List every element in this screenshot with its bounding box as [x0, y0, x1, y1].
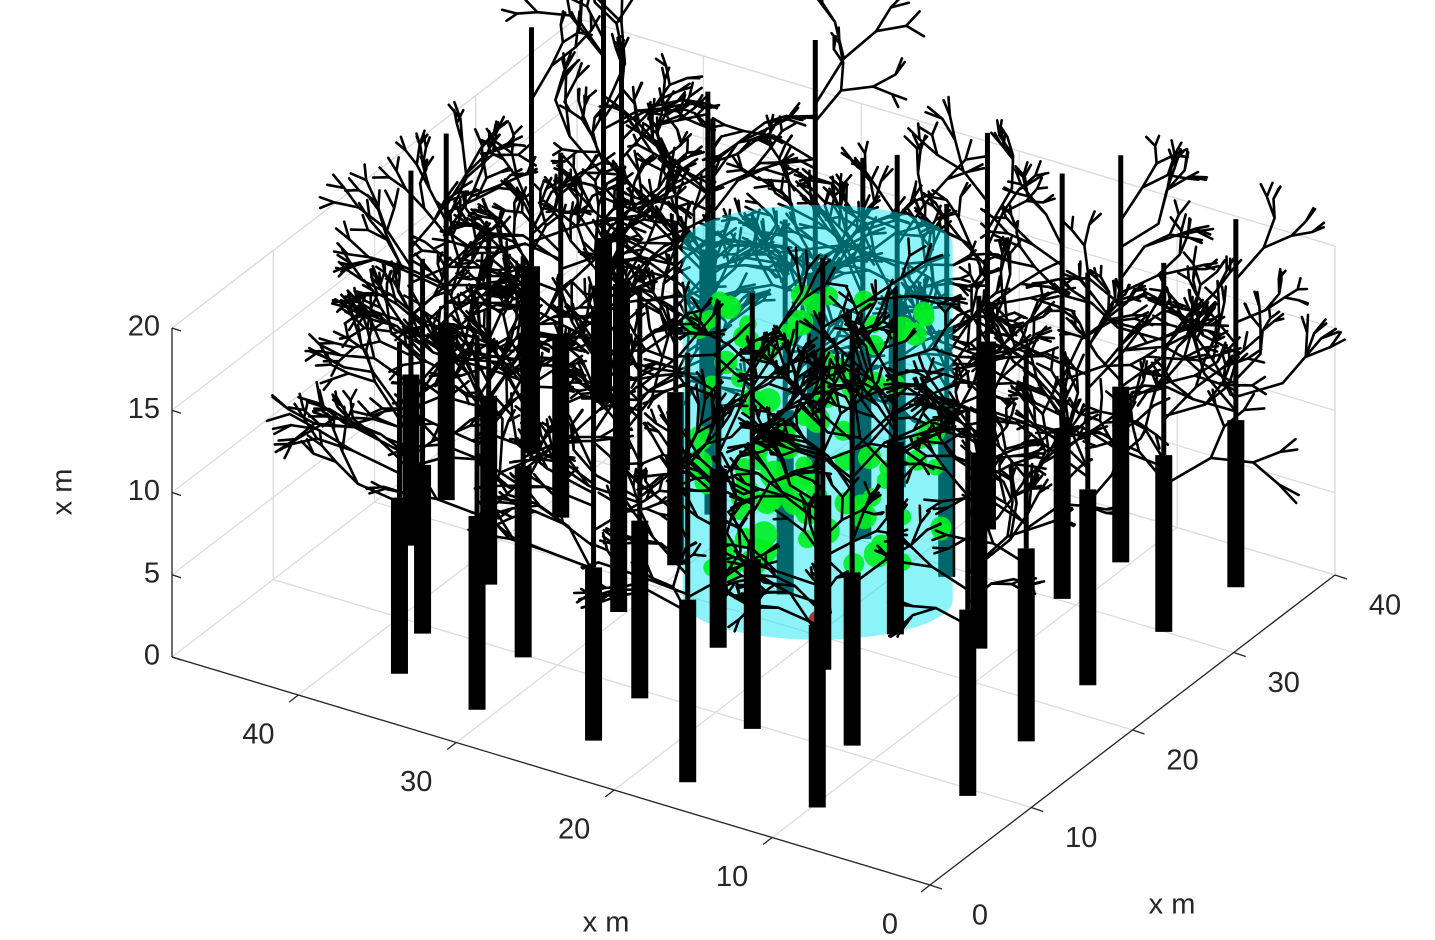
x-tick: [763, 838, 772, 845]
y-tick: [1234, 653, 1246, 657]
z-tick-label: 5: [144, 557, 160, 589]
z-tick-label: 0: [144, 640, 160, 672]
x-axis-label: x m: [583, 907, 630, 939]
y-tick: [1335, 575, 1347, 579]
y-tick: [930, 885, 942, 889]
x-tick: [921, 885, 930, 892]
x-tick-label: 20: [558, 814, 590, 846]
x-tick-label: 40: [242, 719, 274, 751]
x-tick: [289, 695, 298, 702]
z-tick: [172, 493, 181, 496]
y-tick-label: 20: [1166, 745, 1198, 777]
point: [917, 309, 934, 326]
z-tick-label: 10: [128, 475, 160, 507]
y-tick-label: 10: [1065, 822, 1097, 854]
x-tick: [447, 743, 456, 750]
x-tick-label: 0: [882, 909, 898, 940]
y-tick-label: 40: [1369, 590, 1401, 622]
z-tick: [172, 657, 181, 660]
x-tick: [605, 790, 614, 797]
z-tick: [172, 410, 181, 413]
z-tick-label: 20: [128, 311, 160, 343]
y-tick: [1031, 808, 1043, 812]
y-tick: [1133, 730, 1145, 734]
y-tick-label: 0: [972, 900, 988, 932]
scene: [267, 0, 1345, 807]
x-tick-label: 30: [400, 766, 432, 798]
z-tick: [172, 328, 181, 331]
x-tick-label: 10: [716, 861, 748, 893]
y-tick-label: 30: [1268, 667, 1300, 699]
z-tick: [172, 575, 181, 578]
chart: 0 10 20 30 40 0 10 20 30 40 0 5 10 15 20 x m x m x m: [0, 0, 1435, 940]
z-tick-label: 15: [128, 393, 160, 425]
z-axis-label: x m: [47, 469, 79, 516]
y-axis-label: x m: [1149, 889, 1196, 921]
